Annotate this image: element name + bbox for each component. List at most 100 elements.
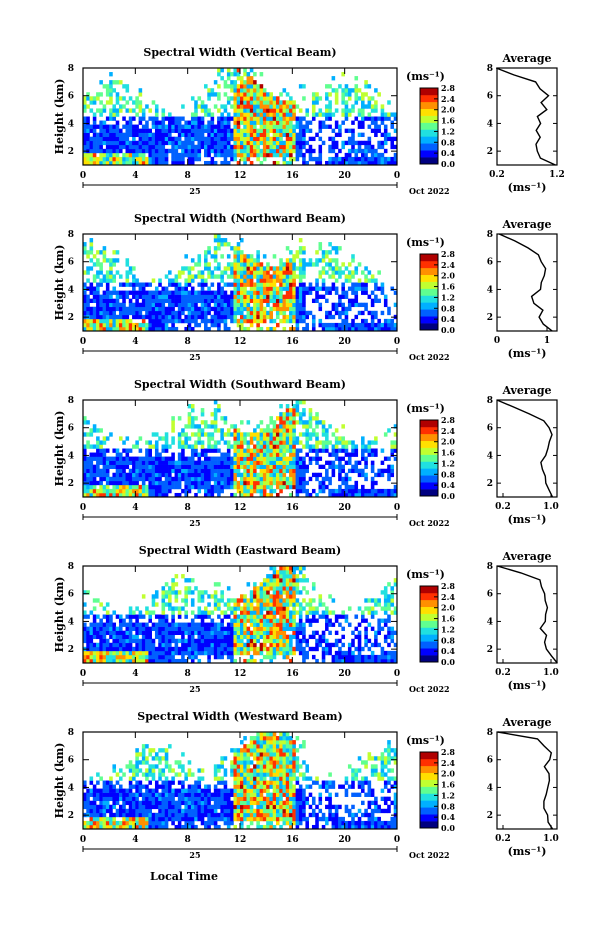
heatmap-cell: [309, 287, 313, 291]
heatmap-cell: [211, 254, 215, 258]
heatmap-cell: [201, 647, 205, 651]
heatmap-cell: [129, 651, 133, 655]
heatmap-cell: [247, 631, 251, 635]
heatmap-cell: [250, 432, 254, 436]
heatmap-cell: [204, 307, 208, 311]
heatmap-cell: [230, 72, 234, 76]
heatmap-cell: [247, 643, 251, 647]
heatmap-cell: [364, 84, 368, 88]
heatmap-cell: [364, 465, 368, 469]
heatmap-cell: [279, 299, 283, 303]
heatmap-cell: [292, 606, 296, 610]
heatmap-cell: [341, 145, 345, 149]
heatmap-cell: [204, 104, 208, 108]
heatmap-cell: [158, 651, 162, 655]
heatmap-cell: [175, 598, 179, 602]
heatmap-cell: [266, 465, 270, 469]
heatmap-cell: [390, 323, 394, 327]
heatmap-cell: [184, 639, 188, 643]
heatmap-cell: [332, 76, 336, 80]
heatmap-cell: [289, 469, 293, 473]
heatmap-cell: [269, 623, 273, 627]
panel-title: Spectral Width (Southward Beam): [134, 378, 346, 391]
heatmap-cell: [204, 485, 208, 489]
heatmap-cell: [335, 457, 339, 461]
heatmap-cell: [191, 602, 195, 606]
heatmap-cell: [286, 639, 290, 643]
heatmap-cell: [387, 133, 391, 137]
heatmap-cell: [351, 129, 355, 133]
heatmap-cell: [162, 449, 166, 453]
heatmap-cell: [371, 465, 375, 469]
heatmap-cell: [184, 315, 188, 319]
heatmap-cell: [371, 477, 375, 481]
heatmap-cell: [243, 631, 247, 635]
heatmap-cell: [204, 481, 208, 485]
heatmap-cell: [145, 440, 149, 444]
heatmap-cell: [194, 307, 198, 311]
heatmap-cell: [201, 598, 205, 602]
heatmap-cell: [348, 461, 352, 465]
heatmap-cell: [86, 615, 90, 619]
heatmap-cell: [247, 619, 251, 623]
heatmap-cell: [103, 157, 107, 161]
heatmap-cell: [211, 651, 215, 655]
heatmap-cell: [377, 129, 381, 133]
heatmap-cell: [227, 469, 231, 473]
heatmap-cell: [250, 453, 254, 457]
heatmap-cell: [361, 303, 365, 307]
heatmap-cell: [90, 96, 94, 100]
heatmap-cell: [364, 104, 368, 108]
heatmap-cell: [305, 149, 309, 153]
heatmap-cell: [207, 133, 211, 137]
heatmap-cell: [240, 436, 244, 440]
heatmap-cell: [269, 477, 273, 481]
heatmap-cell: [260, 96, 264, 100]
heatmap-cell: [283, 631, 287, 635]
heatmap-cell: [283, 655, 287, 659]
heatmap-cell: [276, 631, 280, 635]
heatmap-cell: [351, 133, 355, 137]
heatmap-cell: [194, 647, 198, 651]
heatmap-cell: [181, 129, 185, 133]
heatmap-cell: [283, 125, 287, 129]
heatmap-cell: [204, 465, 208, 469]
heatmap-cell: [332, 270, 336, 274]
heatmap-cell: [207, 461, 211, 465]
heatmap-cell: [269, 311, 273, 315]
heatmap-cell: [96, 307, 100, 311]
heatmap-cell: [387, 100, 391, 104]
heatmap-cell: [279, 319, 283, 323]
heatmap-cell: [145, 606, 149, 610]
heatmap-cell: [338, 461, 342, 465]
heatmap-cell: [266, 590, 270, 594]
heatmap-cell: [309, 408, 313, 412]
heatmap-cell: [286, 319, 290, 323]
heatmap-cell: [256, 278, 260, 282]
heatmap-cell: [338, 315, 342, 319]
x-tick-label: 8: [185, 337, 191, 347]
heatmap-cell: [348, 129, 352, 133]
heatmap-cell: [230, 477, 234, 481]
heatmap-cell: [224, 299, 228, 303]
heatmap-cell: [263, 254, 267, 258]
heatmap-cell: [227, 137, 231, 141]
heatmap-cell: [90, 137, 94, 141]
heatmap-cell: [93, 428, 97, 432]
heatmap-cell: [292, 461, 296, 465]
heatmap-cell: [276, 303, 280, 307]
heatmap-cell: [328, 477, 332, 481]
heatmap-cell: [197, 137, 201, 141]
heatmap-cell: [99, 428, 103, 432]
heatmap-cell: [286, 270, 290, 274]
heatmap-cell: [162, 311, 166, 315]
heatmap-cell: [158, 319, 162, 323]
heatmap-cell: [90, 623, 94, 627]
heatmap-cell: [302, 457, 306, 461]
heatmap-cell: [230, 485, 234, 489]
heatmap-cell: [109, 465, 113, 469]
heatmap-cell: [224, 485, 228, 489]
heatmap-cell: [175, 627, 179, 631]
heatmap-cell: [188, 477, 192, 481]
heatmap-cell: [214, 420, 218, 424]
